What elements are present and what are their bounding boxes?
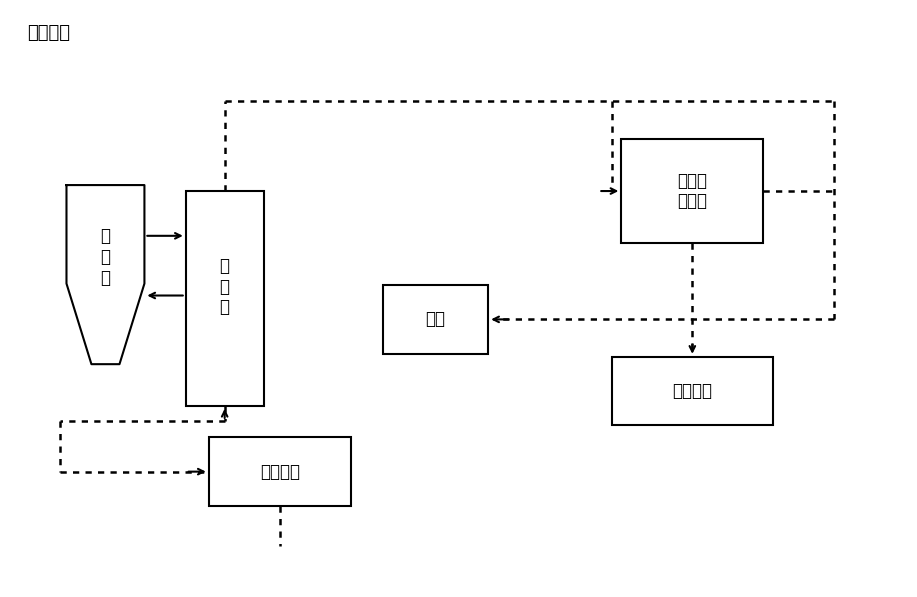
Text: 液氨储槽: 液氨储槽 (672, 382, 713, 400)
Text: 氨分配缸: 氨分配缸 (260, 463, 300, 481)
Bar (382, 285, 488, 353)
Bar (208, 437, 350, 506)
Polygon shape (67, 185, 144, 364)
Text: 蒸发式
冷凝器: 蒸发式 冷凝器 (678, 172, 707, 210)
Bar (185, 191, 263, 406)
Text: 冰机: 冰机 (425, 310, 446, 328)
Bar (612, 357, 772, 425)
Text: 新工艺：: 新工艺： (28, 24, 71, 42)
Text: 磺
化
釜: 磺 化 釜 (101, 227, 110, 287)
Bar (622, 139, 763, 244)
Text: 换
热
器: 换 热 器 (220, 257, 229, 316)
